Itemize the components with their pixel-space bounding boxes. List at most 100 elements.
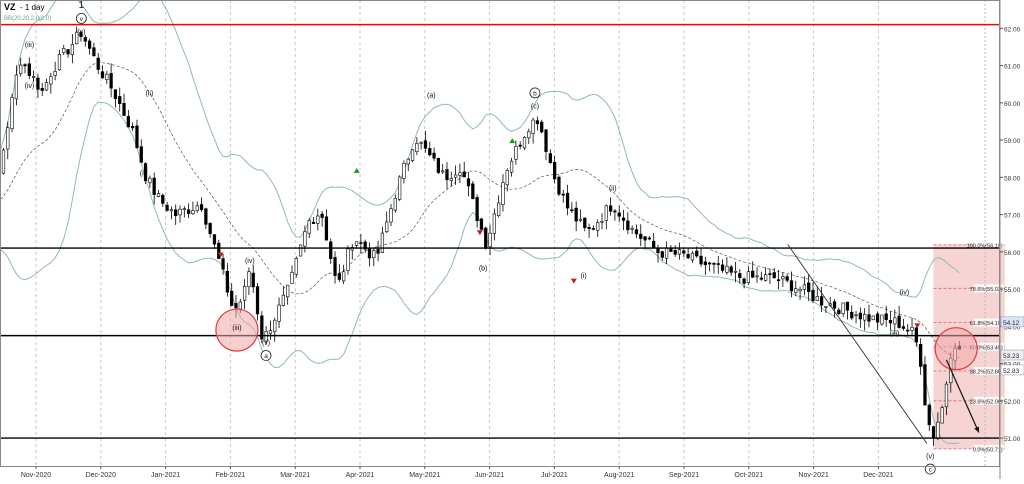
wave-label: (v) (262, 340, 270, 347)
y-tick-label: 60.00 (1004, 101, 1021, 108)
wave-label: (b) (479, 265, 488, 272)
candle-up (54, 71, 57, 75)
candle-down (101, 72, 104, 78)
candle-down (928, 405, 931, 425)
candle-down (674, 250, 677, 254)
wave-label: (iii) (25, 42, 34, 49)
candle-down (334, 257, 337, 275)
candle-up (799, 289, 802, 291)
x-tick-label: Dec-2020 (86, 472, 116, 479)
candle-up (489, 233, 492, 247)
candle-down (661, 252, 664, 258)
candle-up (510, 161, 513, 172)
candle-down (519, 145, 522, 146)
candle-up (523, 137, 526, 148)
candle-down (28, 64, 31, 76)
candle-down (721, 265, 724, 271)
candle-up (291, 272, 294, 283)
candle-down (41, 88, 44, 90)
y-tick-label: 59.00 (1004, 138, 1021, 145)
candle-down (876, 314, 879, 322)
x-tick-label: Nov-2020 (21, 472, 51, 479)
candle-up (71, 44, 74, 54)
candle-down (325, 217, 328, 240)
candle-down (704, 262, 707, 265)
candle-up (179, 209, 182, 215)
candle-down (769, 274, 772, 275)
chart-symbol: VZ (4, 2, 16, 12)
candle-up (678, 250, 681, 254)
candle-up (459, 173, 462, 176)
y-tick-label: 56.00 (1004, 250, 1021, 257)
candle-down (187, 210, 190, 214)
candle-down (226, 271, 229, 292)
candle-up (11, 97, 14, 128)
candle-down (93, 48, 96, 56)
candle-down (760, 278, 763, 279)
candle-up (825, 306, 828, 307)
candle-down (812, 290, 815, 300)
candle-up (62, 48, 65, 52)
candle-down (777, 280, 780, 281)
x-tick-label: Jan-2021 (151, 472, 180, 479)
candle-up (454, 175, 457, 177)
candle-up (441, 171, 444, 172)
candle-up (881, 315, 884, 324)
candle-up (269, 331, 272, 334)
candle-down (639, 234, 642, 238)
candle-up (58, 54, 61, 69)
candle-down (88, 41, 91, 49)
candle-down (433, 153, 436, 158)
candle-down (902, 327, 905, 329)
fib-label: 23.6%(52.00) (970, 399, 1003, 405)
wave-label: (iv) (25, 83, 35, 90)
candle-down (437, 158, 440, 172)
highlight-circle (935, 328, 977, 370)
x-tick-label: Mar-2021 (280, 472, 310, 479)
candle-up (243, 286, 246, 300)
candle-down (583, 218, 586, 228)
y-tick-label: 51.00 (1004, 436, 1021, 443)
y-tick-label: 52.00 (1004, 399, 1021, 406)
wave-label: (iii) (890, 331, 899, 338)
candle-down (652, 241, 655, 247)
candle-down (846, 302, 849, 310)
fib-label: 78.6%(55.02) (970, 287, 1003, 293)
candle-down (97, 58, 100, 69)
candle-up (398, 177, 401, 199)
wave-label: (iii) (232, 325, 241, 332)
candle-up (527, 131, 530, 137)
candle-up (295, 258, 298, 274)
candle-down (838, 310, 841, 314)
candle-up (782, 276, 785, 278)
candle-up (497, 203, 500, 216)
price-label: 53.23 (1003, 353, 1020, 360)
candle-down (614, 211, 617, 212)
candle-down (885, 314, 888, 320)
candle-down (592, 228, 595, 229)
fib-label: 61.8%(54.10) (970, 321, 1003, 327)
candle-down (898, 316, 901, 328)
candle-up (50, 77, 53, 84)
candle-up (411, 150, 414, 161)
candle-down (738, 273, 741, 277)
candle-up (385, 222, 388, 232)
candle-down (786, 277, 789, 281)
candle-down (558, 177, 561, 194)
candle-down (609, 206, 612, 211)
candle-up (407, 159, 410, 164)
y-tick-label: 62.00 (1004, 26, 1021, 33)
candle-down (540, 122, 543, 132)
candle-down (635, 230, 638, 234)
candle-up (911, 327, 914, 330)
candle-down (743, 279, 746, 284)
candle-down (751, 271, 754, 277)
candle-down (428, 148, 431, 155)
candle-up (278, 305, 281, 321)
candle-down (919, 344, 922, 366)
candle-down (153, 178, 156, 195)
y-tick-label: 61.00 (1004, 64, 1021, 71)
candle-down (562, 194, 565, 195)
candle-down (312, 222, 315, 223)
candle-down (820, 297, 823, 306)
